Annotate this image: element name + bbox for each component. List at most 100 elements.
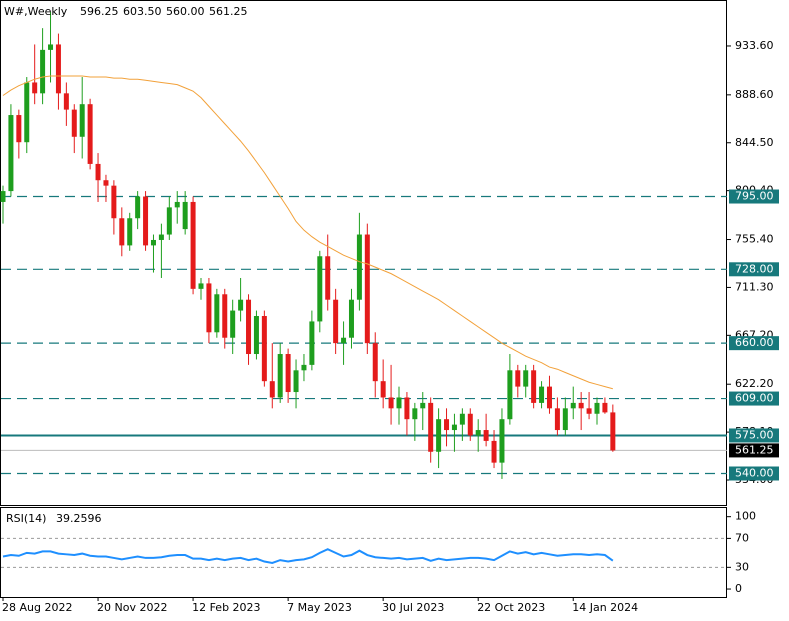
candle-body [467,413,473,436]
level-label-box [729,262,779,277]
candle-body [214,294,220,333]
main-panel [0,0,727,506]
candle-body [55,44,61,94]
candle-body [206,283,212,333]
candle-body [48,44,54,50]
candle-body [317,256,323,322]
ohlc: 603.50 [123,5,162,18]
level-label: 540.00 [735,467,774,480]
ohlc: 561.25 [209,5,248,18]
candle-body [166,207,172,235]
candle-body [285,354,291,393]
candle-body [420,402,426,409]
rsi-tick-label: 70 [735,531,749,544]
candle-body [491,440,497,463]
level-label: 575.00 [735,428,774,441]
candle-body [293,370,299,393]
y-tick-label: 933.60 [735,39,774,52]
rsi-line [2,548,614,565]
x-tick-label: 12 Feb 2023 [192,601,260,614]
candle-body [309,321,315,365]
candle-body [150,239,156,246]
candle-body [301,364,307,371]
candle-body [174,201,180,208]
candle-body [341,337,347,344]
candle-body [63,93,69,110]
candle-body [71,109,77,137]
rsi-panel [0,507,727,598]
candle-body [143,196,149,246]
candle-body [554,408,560,431]
candle-body [24,82,30,143]
candle-body [230,310,236,338]
candle-body [325,256,331,300]
y-tick-label: 888.60 [735,88,774,101]
candle-body [602,402,608,413]
candle-body [190,201,196,289]
candle-body [594,402,600,414]
candle-body [222,294,228,338]
candle-body [87,104,93,164]
x-tick-label: 20 Nov 2022 [97,601,167,614]
candle-body [531,370,537,403]
candle-body [388,397,394,409]
candle-body [444,419,450,431]
level-label-box [729,466,779,481]
level-label: 660.00 [735,336,774,349]
x-tick-label: 22 Oct 2023 [477,601,545,614]
level-label: 728.00 [735,262,774,275]
candle-body [515,370,521,387]
level-label-box [729,336,779,351]
candle-body [578,402,584,409]
candle-body [546,386,552,409]
y-tick-label: 755.40 [735,233,774,246]
level-label: 795.00 [735,190,774,203]
candle-body [198,283,204,289]
candle-body [380,381,386,398]
candle-body [523,370,529,387]
candle-body [238,299,244,311]
candle-body [507,370,513,420]
x-tick-label: 28 Aug 2022 [2,601,72,614]
level-label-box [729,391,779,406]
candle-body [364,234,370,344]
x-tick-label: 7 May 2023 [287,601,352,614]
price-label-box [729,443,779,458]
candle-body [246,299,252,355]
candle-body [459,413,465,425]
candle-body [372,343,378,382]
moving-average [2,75,613,390]
candle-body [253,316,259,355]
candle-body [127,218,133,246]
rsi-tick-label: 100 [735,510,756,523]
rsi-value: 39.2596 [56,512,102,525]
ohlc: 560.00 [166,5,205,18]
y-tick-label: 622.20 [735,377,774,390]
level-label-box [729,189,779,204]
candle-body [103,180,109,186]
candle-body [95,163,101,181]
rsi-name: RSI(14) [6,512,46,525]
y-tick-label: 711.30 [735,280,774,293]
symbol: W#,Weekly [4,5,68,18]
candle-body [277,354,283,398]
candle-body [539,386,545,403]
candle-body [158,234,164,240]
level-label-box [729,428,779,443]
candle-body [475,430,481,436]
level-label: 609.00 [735,392,774,405]
candle-body [412,408,418,420]
x-tick-label: 30 Jul 2023 [382,601,444,614]
candle-body [451,424,457,431]
candle-body [8,115,14,192]
candle-body [348,299,354,338]
candle-body [269,381,275,398]
header: W#,Weekly 596.25 603.50 560.00 561.25 RS… [4,5,248,525]
y-tick-label: 844.50 [735,136,774,149]
candle-body [436,419,442,452]
candle-body [135,196,141,219]
candle-body [32,82,38,94]
candle-body [119,218,125,246]
candle-body [79,104,85,137]
